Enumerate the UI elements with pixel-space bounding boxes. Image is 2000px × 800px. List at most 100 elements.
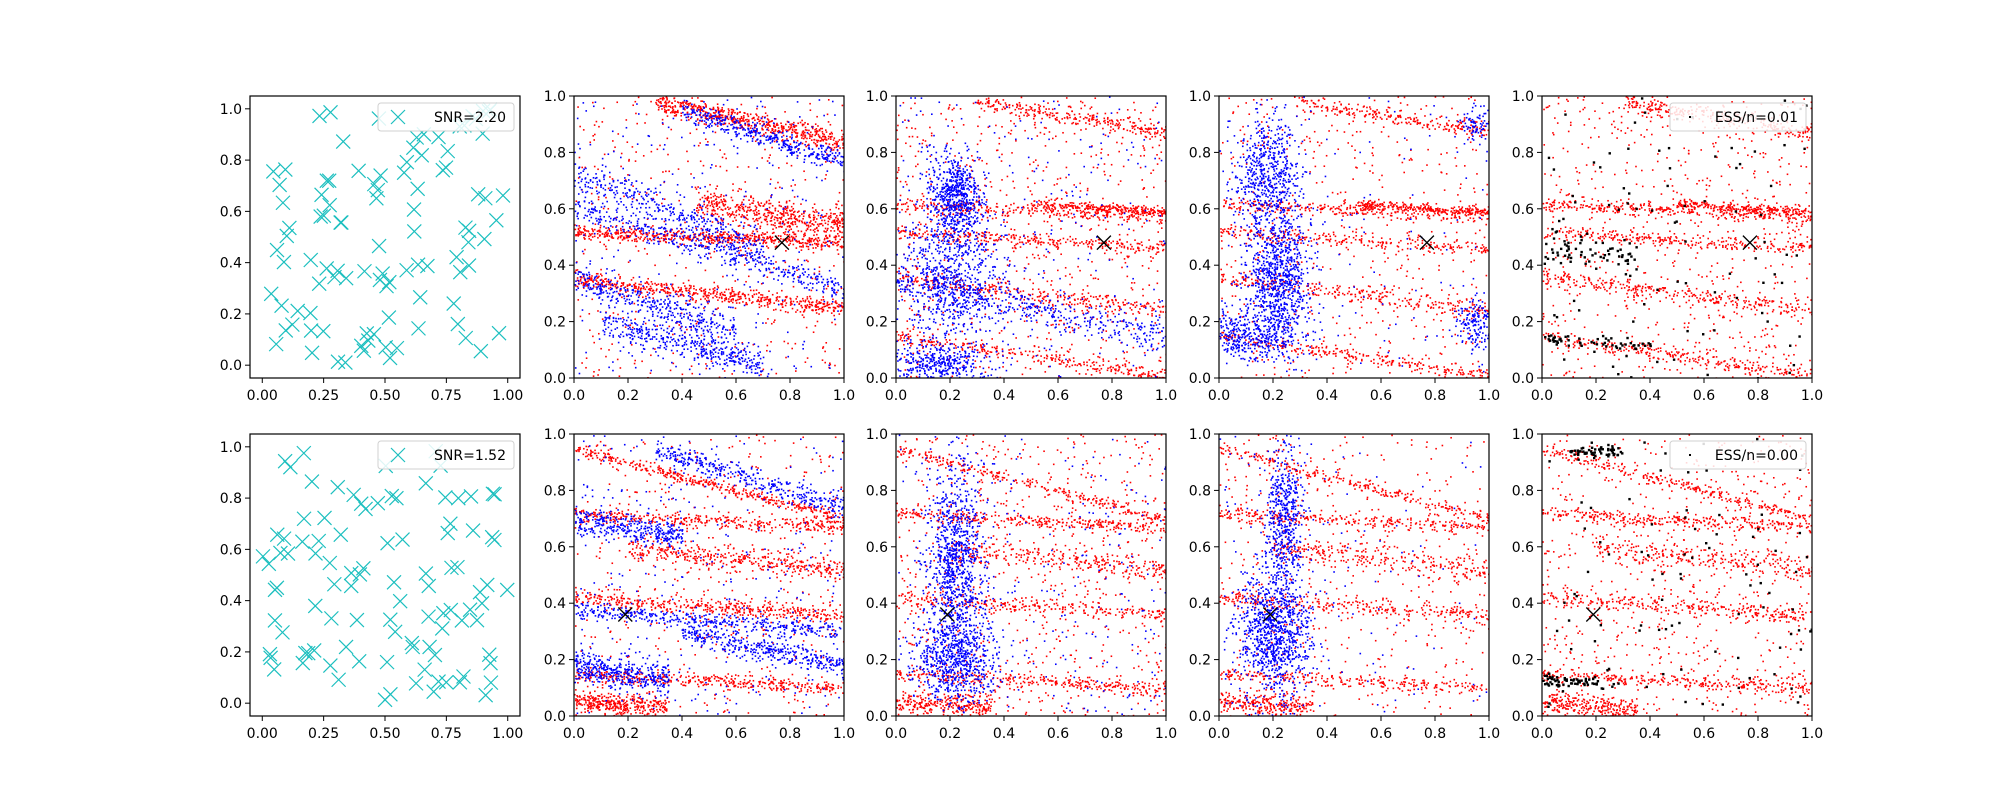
point <box>791 136 793 139</box>
point <box>776 298 778 301</box>
x-marker <box>303 323 319 338</box>
point <box>635 235 637 238</box>
point <box>700 316 703 319</box>
point <box>578 229 581 232</box>
point <box>808 216 811 218</box>
point <box>745 234 748 237</box>
point <box>706 198 708 201</box>
point <box>790 217 793 220</box>
point <box>700 100 702 102</box>
point <box>803 210 805 213</box>
point <box>661 285 663 288</box>
y-tick-label: 1.0 <box>220 102 242 118</box>
point <box>652 233 655 235</box>
point <box>797 240 799 243</box>
point <box>714 116 717 118</box>
point <box>648 292 651 294</box>
point <box>669 206 671 209</box>
point <box>642 287 645 290</box>
point <box>832 298 834 301</box>
point <box>784 111 786 113</box>
point <box>581 191 584 193</box>
point <box>646 281 648 283</box>
point <box>785 201 788 204</box>
point <box>631 239 633 242</box>
x-marker <box>274 298 289 314</box>
point <box>586 274 589 277</box>
point <box>781 222 784 225</box>
point <box>758 354 760 357</box>
point <box>772 122 775 124</box>
point <box>589 143 592 146</box>
point <box>773 140 776 143</box>
point <box>685 119 688 122</box>
point <box>599 287 602 290</box>
point <box>688 235 691 238</box>
point <box>802 135 804 137</box>
point <box>574 228 577 231</box>
point <box>720 228 723 230</box>
point <box>746 371 748 374</box>
point <box>707 236 709 238</box>
point <box>680 293 682 296</box>
point <box>691 103 693 106</box>
point <box>804 126 807 129</box>
point <box>841 245 843 248</box>
point <box>598 229 601 232</box>
point <box>597 374 599 376</box>
point <box>832 219 834 222</box>
point <box>806 298 809 300</box>
point <box>594 101 597 103</box>
point <box>741 207 744 210</box>
point <box>749 351 751 353</box>
point <box>721 116 724 119</box>
point <box>706 199 709 202</box>
point <box>824 284 826 286</box>
point <box>662 123 664 125</box>
point <box>582 252 585 255</box>
point <box>607 278 610 281</box>
point <box>746 252 749 255</box>
point <box>842 292 844 295</box>
point <box>831 295 833 298</box>
point <box>726 354 728 357</box>
point <box>749 234 752 237</box>
point <box>734 252 737 255</box>
point <box>704 269 707 272</box>
point <box>724 118 726 121</box>
point <box>672 287 675 290</box>
point <box>696 343 698 345</box>
point <box>624 286 627 288</box>
point <box>833 288 835 291</box>
point <box>831 302 833 305</box>
point <box>740 240 743 242</box>
point <box>693 104 695 107</box>
point <box>828 154 830 157</box>
point <box>593 232 596 235</box>
x-marker <box>353 338 369 354</box>
point <box>605 283 608 286</box>
point <box>782 207 785 209</box>
point <box>659 347 661 349</box>
point <box>663 234 665 236</box>
point <box>753 126 756 128</box>
point <box>775 267 778 270</box>
point <box>714 114 717 116</box>
point <box>757 299 759 301</box>
x-marker <box>473 343 489 359</box>
point <box>722 246 725 249</box>
point <box>604 284 607 287</box>
point <box>799 311 802 313</box>
point <box>670 283 672 286</box>
x-marker <box>375 266 391 281</box>
point <box>802 241 804 244</box>
point <box>757 116 760 118</box>
point <box>692 216 695 218</box>
point <box>680 105 683 108</box>
point <box>788 244 790 246</box>
point <box>603 174 606 177</box>
point <box>775 226 778 229</box>
point <box>590 278 593 280</box>
point <box>661 205 664 208</box>
point <box>834 157 837 160</box>
